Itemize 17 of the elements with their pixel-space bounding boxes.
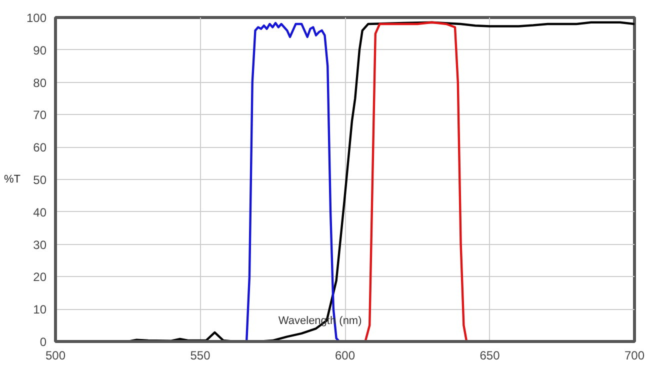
- y-tick-label: 60: [33, 140, 47, 155]
- y-tick-label: 70: [33, 108, 47, 122]
- y-tick-label: 0: [40, 335, 47, 349]
- y-tick-label: 40: [33, 205, 47, 220]
- y-tick-label: 10: [33, 302, 47, 317]
- y-tick-label: 50: [33, 173, 47, 187]
- x-tick-label: 650: [480, 348, 500, 362]
- x-tick-label: 600: [334, 348, 356, 362]
- y-tick-label: 100: [26, 11, 47, 25]
- x-tick-label: 500: [45, 348, 66, 362]
- y-tick-label: 20: [33, 270, 47, 284]
- x-tick-label: 700: [624, 348, 645, 362]
- y-tick-label: 80: [33, 76, 47, 90]
- y-tick-label: 90: [33, 43, 47, 58]
- y-tick-label: 30: [33, 238, 47, 252]
- y-axis-title: %T: [4, 174, 21, 186]
- x-tick-label: 550: [190, 348, 211, 362]
